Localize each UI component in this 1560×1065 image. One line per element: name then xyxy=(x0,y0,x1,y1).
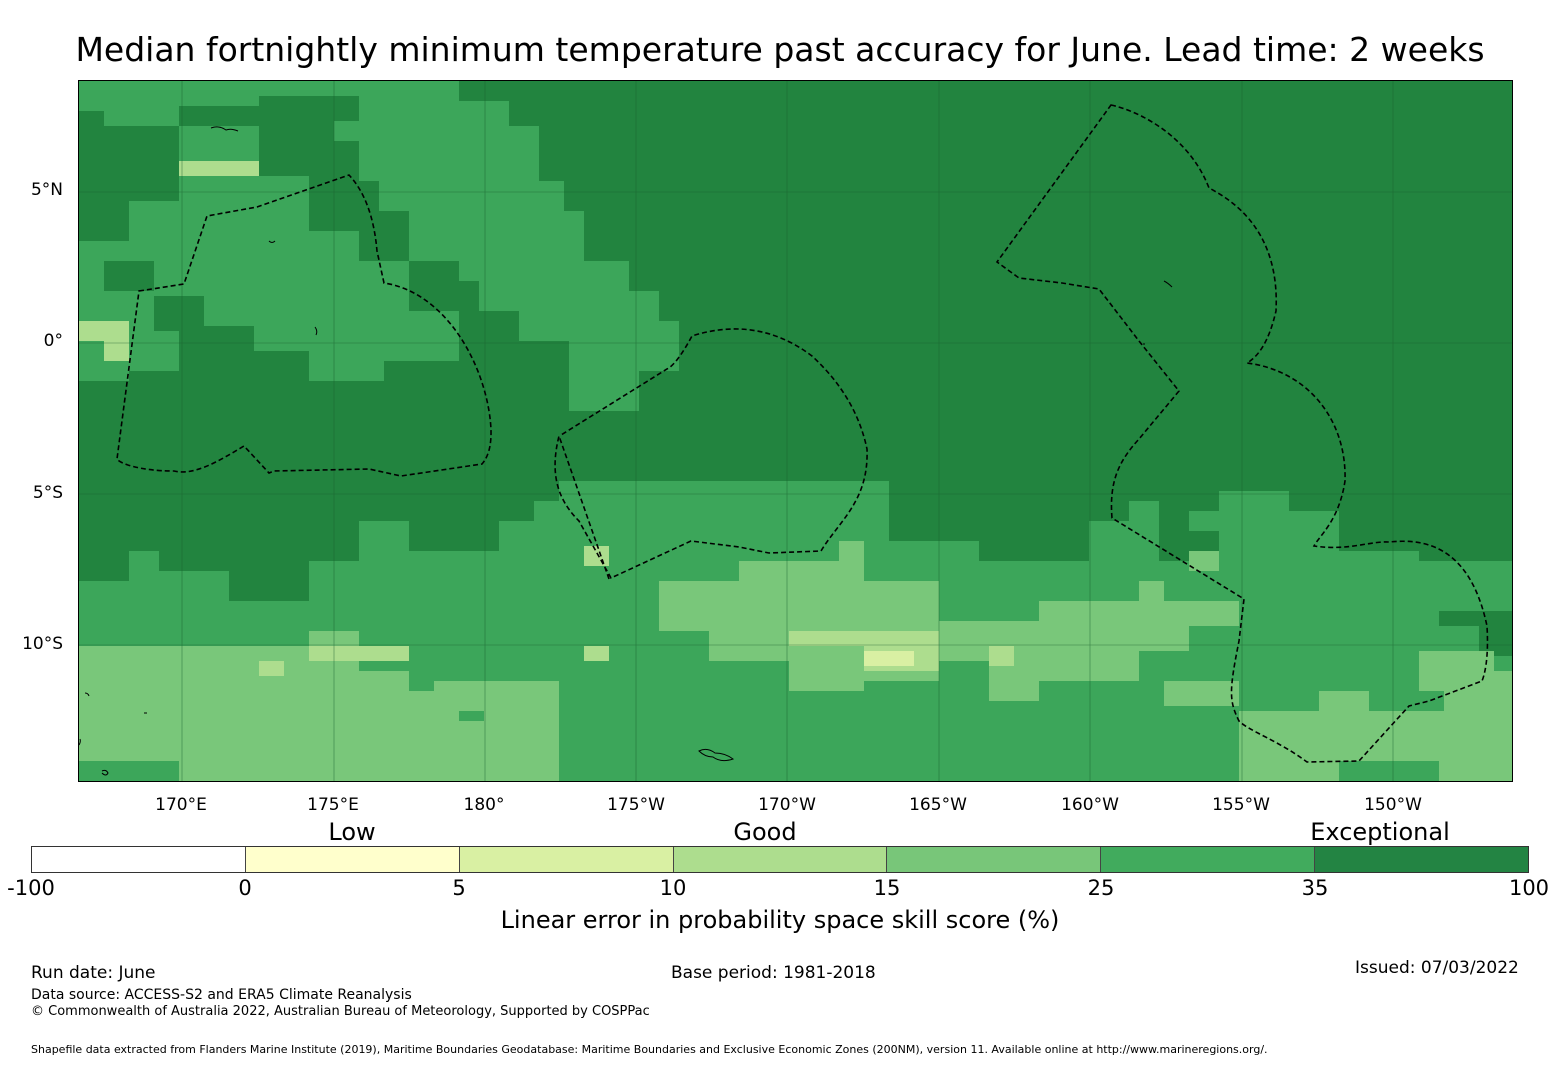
colorbar-tick-0: 0 xyxy=(238,876,252,900)
eez-kiribati-gilbert xyxy=(116,174,492,477)
lat-label-5s: 5°S xyxy=(32,483,63,503)
lon-label-180: 180° xyxy=(463,795,505,815)
colorbar-tick-5: 5 xyxy=(452,876,466,900)
run-date: Run date: June xyxy=(31,963,156,983)
lon-label-155w: 155°W xyxy=(1212,795,1270,815)
lon-label-175e: 175°E xyxy=(307,795,359,815)
lat-label-0: 0° xyxy=(43,331,63,351)
region-mid xyxy=(79,541,1512,781)
lon-label-170e: 170°E xyxy=(155,795,207,815)
colorbar-segment-5 xyxy=(887,847,1102,872)
lon-label-175w: 175°W xyxy=(607,795,665,815)
category-good: Good xyxy=(733,818,797,846)
copyright-notice: © Commonwealth of Australia 2022, Austra… xyxy=(31,1004,650,1019)
lat-label-10s: 10°S xyxy=(22,634,63,654)
issued-date: Issued: 07/03/2022 xyxy=(1355,958,1519,978)
colorbar-title: Linear error in probability space skill … xyxy=(500,906,1060,934)
eez-tokelau xyxy=(554,328,868,580)
colorbar-segment-7 xyxy=(1315,847,1529,872)
map-title: Median fortnightly minimum temperature p… xyxy=(75,30,1485,69)
data-source: Data source: ACCESS-S2 and ERA5 Climate … xyxy=(31,987,412,1003)
lon-label-165w: 165°W xyxy=(909,795,967,815)
colorbar-tick-minus100: -100 xyxy=(7,876,55,900)
lon-label-170w: 170°W xyxy=(758,795,816,815)
lat-label-5n: 5°N xyxy=(30,180,63,200)
colorbar-segment-3 xyxy=(459,847,674,872)
base-period: Base period: 1981-2018 xyxy=(671,963,876,983)
skill-score-map xyxy=(78,80,1513,782)
eez-line-islands xyxy=(995,104,1489,763)
category-exceptional: Exceptional xyxy=(1310,818,1450,846)
map-canvas xyxy=(79,81,1512,781)
colorbar-tick-15: 15 xyxy=(873,876,901,900)
colorbar-tick-10: 10 xyxy=(659,876,687,900)
colorbar-segment-1 xyxy=(32,847,246,872)
region-lowest xyxy=(864,631,939,666)
colorbar-segment-4 xyxy=(673,847,888,872)
lon-label-160w: 160°W xyxy=(1061,795,1119,815)
eez-boundaries xyxy=(116,104,1489,763)
map-gridlines xyxy=(79,81,1512,781)
lon-label-150w: 150°W xyxy=(1364,795,1422,815)
colorbar-segment-2 xyxy=(245,847,460,872)
shapefile-credit: Shapefile data extracted from Flanders M… xyxy=(31,1043,1268,1056)
category-low: Low xyxy=(328,818,376,846)
colorbar-tick-25: 25 xyxy=(1087,876,1115,900)
colorbar-tick-35: 35 xyxy=(1301,876,1329,900)
island-outlines xyxy=(79,126,1173,776)
colorbar-segment-6 xyxy=(1101,847,1316,872)
colorbar xyxy=(31,846,1529,873)
colorbar-tick-100: 100 xyxy=(1508,876,1550,900)
